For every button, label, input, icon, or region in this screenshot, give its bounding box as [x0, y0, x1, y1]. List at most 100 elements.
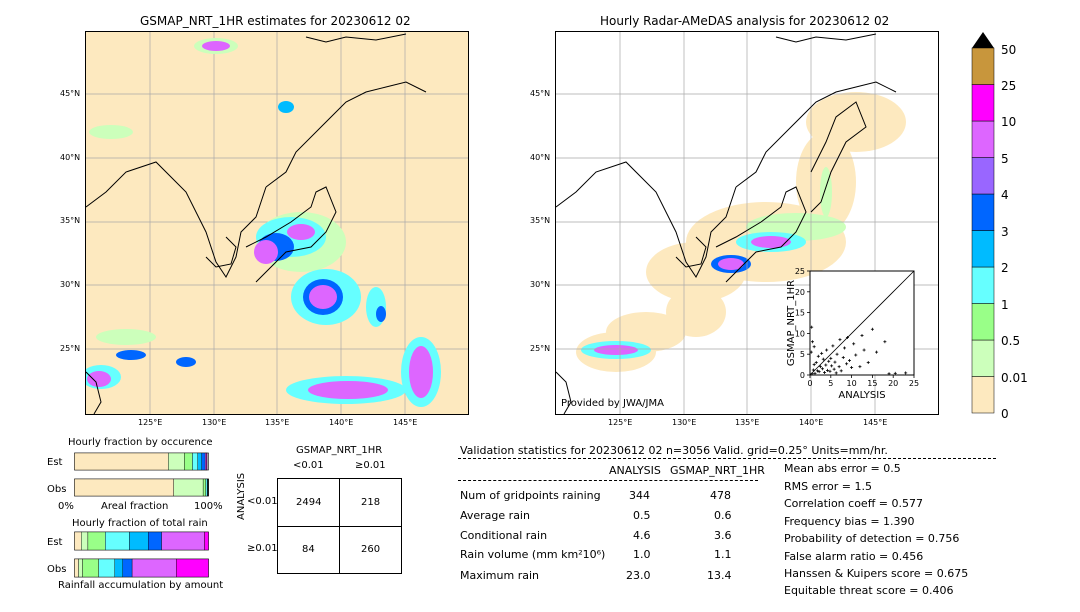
right-lon-label: 140°E	[799, 418, 824, 427]
scatter-ytick-label: 0	[800, 371, 805, 380]
scatter-ytick-label: 20	[795, 288, 805, 297]
right-map-canvas	[556, 32, 938, 414]
colorbar-segment	[971, 157, 995, 195]
colorbar-segment	[971, 120, 995, 158]
right-lat-label: 45°N	[530, 89, 551, 98]
scatter-point	[838, 338, 842, 342]
occurrence-title: Hourly fraction by occurence	[68, 437, 213, 448]
left-lat-label: 30°N	[60, 280, 81, 289]
left-lon-label: 125°E	[138, 418, 163, 427]
validation-header: Validation statistics for 20230612 02 n=…	[460, 444, 888, 457]
contingency-cell: 260	[361, 544, 381, 555]
stacked-bar-segment	[74, 531, 82, 551]
scatter-point	[870, 327, 874, 331]
left-lon-label: 145°E	[393, 418, 418, 427]
scatter-point	[850, 366, 854, 370]
scatter-point	[828, 369, 832, 373]
scatter-point	[829, 356, 833, 360]
validation-col-gsmap: GSMAP_NRT_1HR	[670, 464, 765, 477]
scatter-point	[843, 346, 847, 350]
right-lon-label: 125°E	[608, 418, 633, 427]
validation-table-divider	[458, 480, 758, 481]
validation-row-analysis: 1.0	[633, 548, 651, 561]
stacked-bar-segment	[197, 452, 202, 471]
scatter-point	[818, 365, 822, 369]
colorbar-label: 1	[1001, 298, 1009, 312]
occurrence-bars	[74, 452, 209, 497]
scatter-point	[839, 369, 843, 373]
stacked-bar-segment	[204, 452, 207, 471]
colorbar-segment	[971, 339, 995, 377]
score-line: Probability of detection = 0.756	[784, 532, 960, 545]
scatter-point	[834, 371, 838, 375]
left-lon-label: 135°E	[265, 418, 290, 427]
stacked-bar-segment	[87, 531, 106, 551]
stacked-bar-segment	[78, 558, 83, 578]
scatter-point	[875, 350, 879, 354]
stacked-bar-segment	[204, 531, 209, 551]
scatter-point	[854, 353, 858, 357]
occurrence-est-label: Est	[47, 457, 63, 468]
total-rain-obs-label: Obs	[47, 564, 67, 575]
total-rain-est-label: Est	[47, 537, 63, 548]
scatter-point	[815, 369, 819, 373]
scatter-point	[832, 367, 836, 371]
total-rain-bars	[74, 531, 209, 578]
occurrence-xlabel: Areal fraction	[101, 501, 169, 512]
scatter-ytick-label: 10	[795, 329, 805, 338]
validation-row-analysis: 344	[629, 489, 650, 502]
scatter-diagonal	[809, 270, 915, 376]
scatter-point	[823, 371, 827, 375]
scatter-xtick-label: 20	[888, 379, 898, 388]
stacked-bar-segment	[161, 531, 205, 551]
total-rain-chart	[74, 531, 209, 578]
scatter-point	[845, 362, 849, 366]
contingency-row-axis-label: ANALYSIS	[236, 472, 247, 520]
validation-row-gsmap: 0.6	[714, 509, 732, 522]
stacked-bar-segment	[74, 478, 174, 497]
stacked-bar-segment	[173, 478, 204, 497]
scatter-xlabel: ANALYSIS	[838, 390, 885, 401]
score-line: False alarm ratio = 0.456	[784, 550, 924, 563]
validation-row-analysis: 4.6	[633, 529, 651, 542]
scatter-point	[860, 333, 864, 337]
left-lat-label: 35°N	[60, 216, 81, 225]
stacked-bar-segment	[184, 452, 193, 471]
contingency-cell: 2494	[296, 497, 322, 508]
contingency-row-header: ≥0.01	[247, 543, 278, 554]
left-map-canvas	[86, 32, 468, 414]
occurrence-xtick-100: 100%	[194, 501, 223, 512]
scatter-point	[848, 358, 852, 362]
data-credit: Provided by JWA/JMA	[561, 398, 664, 409]
scatter-xtick-label: 0	[807, 379, 812, 388]
scatter-point	[837, 365, 841, 369]
scatter-xtick-label: 25	[909, 379, 919, 388]
validation-row-analysis: 0.5	[633, 509, 651, 522]
stacked-bar-segment	[168, 452, 185, 471]
validation-row-label: Conditional rain	[460, 529, 548, 542]
colorbar-segment	[971, 266, 995, 304]
scatter-xtick-label: 5	[828, 379, 833, 388]
colorbar-label: 4	[1001, 188, 1009, 202]
total-rain-title: Hourly fraction of total rain	[72, 518, 208, 529]
right-lat-label: 35°N	[530, 216, 551, 225]
scatter-points	[809, 325, 908, 376]
validation-divider	[458, 458, 996, 459]
right-map	[555, 31, 939, 415]
scatter-xtick-label: 15	[867, 379, 877, 388]
scatter-ytick-label: 5	[800, 350, 805, 359]
scatter-point	[852, 342, 856, 346]
right-map-title: Hourly Radar-AMeDAS analysis for 2023061…	[600, 14, 890, 28]
scatter-point	[831, 344, 835, 348]
scatter-point	[904, 371, 908, 375]
scatter-point	[825, 348, 829, 352]
total-rain-xlabel: Rainfall accumulation by amount	[58, 580, 224, 591]
left-map-title: GSMAP_NRT_1HR estimates for 20230612 02	[140, 14, 411, 28]
validation-row-analysis: 23.0	[626, 569, 651, 582]
stacked-bar-segment	[202, 478, 207, 497]
scatter-point	[810, 325, 814, 329]
scatter-point	[824, 363, 828, 367]
stacked-bar-segment	[114, 558, 123, 578]
colorbar-label: 2	[1001, 261, 1009, 275]
scatter-point	[862, 348, 866, 352]
